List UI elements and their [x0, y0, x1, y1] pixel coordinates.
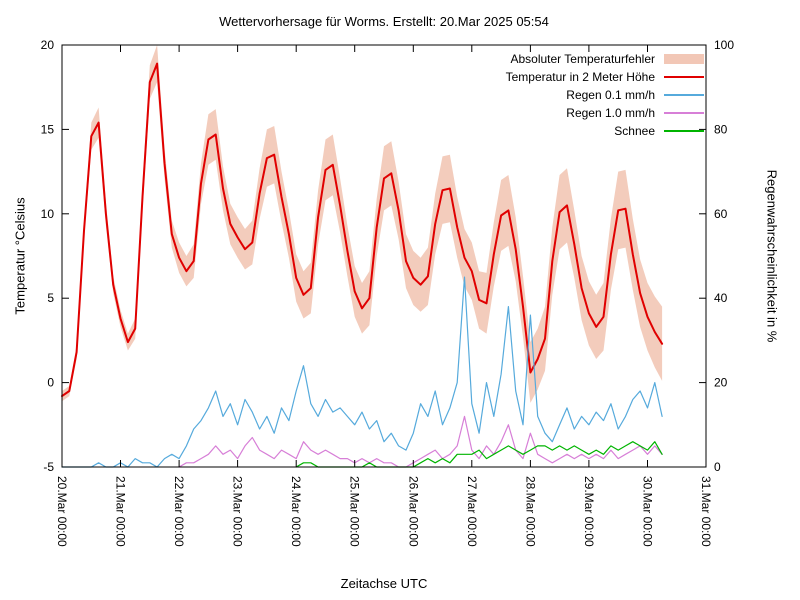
legend-entry-label: Regen 1.0 mm/h — [566, 106, 655, 120]
legend-entry-rain-10: Regen 1.0 mm/h — [506, 104, 704, 122]
y-left-tick-label: -5 — [43, 460, 54, 474]
legend-entry-label: Regen 0.1 mm/h — [566, 88, 655, 102]
snow-line-swatch — [664, 130, 704, 132]
temperature-line — [61, 62, 664, 398]
x-axis-label: Zeitachse UTC — [340, 576, 428, 591]
legend-entry-label: Temperatur in 2 Meter Höhe — [505, 70, 655, 84]
y-left-tick-label: 5 — [47, 291, 54, 305]
temperature-error-band — [62, 45, 663, 403]
plot-border — [61, 44, 707, 468]
y-right-tick-label: 0 — [714, 460, 721, 474]
error-band-swatch — [664, 54, 704, 64]
rain-01-line-swatch — [664, 94, 704, 96]
legend-entry-temperature: Temperatur in 2 Meter Höhe — [506, 68, 704, 86]
y-axis-left-label: Temperatur °Celsius — [12, 197, 28, 315]
x-tick-label: 29.Mar 00:00 — [582, 476, 596, 547]
y-left-tick-label: 15 — [41, 122, 55, 136]
x-tick-label: 23.Mar 00:00 — [231, 476, 245, 547]
legend: Absoluter Temperaturfehler Temperatur in… — [506, 50, 704, 140]
x-tick-label: 21.Mar 00:00 — [114, 476, 128, 547]
x-tick-label: 28.Mar 00:00 — [523, 476, 537, 547]
legend-entry-label: Absoluter Temperaturfehler — [510, 52, 655, 66]
x-tick-label: 22.Mar 00:00 — [172, 476, 186, 547]
legend-entry-snow: Schnee — [506, 122, 704, 140]
y-right-tick-label: 40 — [714, 291, 728, 305]
x-tick-label: 24.Mar 00:00 — [289, 476, 303, 547]
y-right-tick-label: 80 — [714, 122, 728, 136]
y-axis-right-label: Regenwahrscheinlichkeit in % — [764, 169, 780, 343]
x-tick-label: 25.Mar 00:00 — [348, 476, 362, 547]
y-left-tick-label: 0 — [47, 376, 54, 390]
y-left-tick-label: 10 — [41, 207, 55, 221]
rain-10-line-swatch — [664, 112, 704, 114]
y-right-tick-label: 20 — [714, 376, 728, 390]
x-tick-label: 20.Mar 00:00 — [55, 476, 69, 547]
rain-10-line — [178, 415, 663, 468]
axis-tick-labels: -5 0 5 10 15 20 0 20 40 60 80 100 20.Mar 00:00 21.Mar… — [41, 38, 735, 547]
temperature-line-swatch — [664, 76, 704, 78]
x-tick-label: 30.Mar 00:00 — [641, 476, 655, 547]
legend-entry-label: Schnee — [614, 124, 655, 138]
chart-title: Wettervorhersage für Worms. Erstellt: 20… — [219, 14, 549, 29]
y-right-tick-label: 100 — [714, 38, 734, 52]
x-tick-label: 26.Mar 00:00 — [406, 476, 420, 547]
rain-01-line — [61, 276, 663, 468]
axis-ticks — [61, 44, 707, 468]
x-tick-label: 31.Mar 00:00 — [699, 476, 713, 547]
y-right-tick-label: 60 — [714, 207, 728, 221]
legend-entry-rain-01: Regen 0.1 mm/h — [506, 86, 704, 104]
legend-entry-error-band: Absoluter Temperaturfehler — [506, 50, 704, 68]
y-left-tick-label: 20 — [41, 38, 55, 52]
x-tick-label: 27.Mar 00:00 — [465, 476, 479, 547]
